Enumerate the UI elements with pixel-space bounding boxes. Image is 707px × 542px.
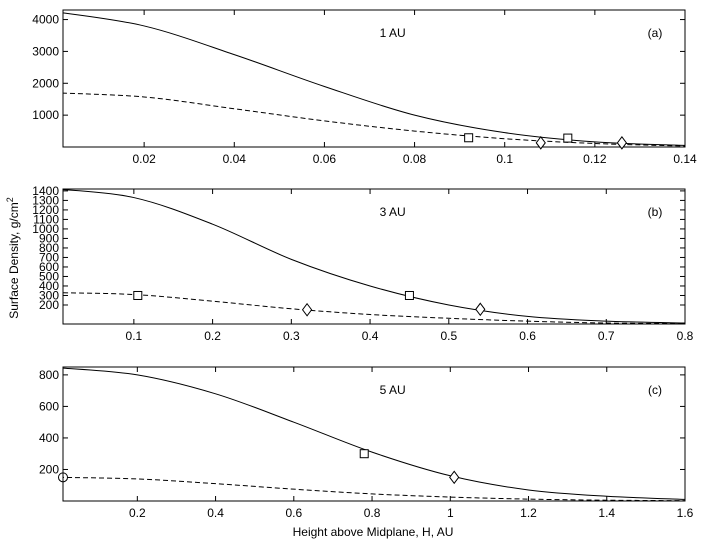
chart-panel-0: 0.02 0.04 0.06 0.08 0.1 0.12 0.14 1000 2000 3000 4…: [32, 9, 697, 166]
y-tick-label: 1000: [32, 108, 59, 122]
axes-frame: [62, 188, 686, 325]
x-tick-label: 0.2: [129, 506, 146, 520]
y-tick-label: 800: [39, 368, 59, 382]
solid-series-line: [63, 367, 685, 500]
x-tick-label: 0.08: [403, 152, 427, 166]
x-tick-label: 0.4: [207, 506, 224, 520]
square-marker: [404, 290, 414, 300]
panel-title: 3 AU: [380, 205, 406, 219]
x-tick-label: 1.4: [598, 506, 615, 520]
y-axis-title-text: Surface Density, g/cm: [7, 202, 21, 318]
x-tick-label: 0.12: [583, 152, 607, 166]
x-tick-label: 0.8: [677, 329, 694, 343]
x-tick-label: 0.14: [673, 152, 697, 166]
y-tick-label: 1200: [32, 203, 59, 217]
diamond-marker: [475, 302, 486, 317]
axes-frame: [62, 366, 686, 502]
y-tick-label: 1300: [32, 193, 59, 207]
y-tick-label: 900: [39, 231, 59, 245]
y-tick-label: 600: [39, 399, 59, 413]
solid-series-line: [63, 12, 685, 146]
diamond-marker: [449, 470, 460, 485]
diamond-marker: [535, 136, 546, 150]
x-tick-label: 0.4: [362, 329, 379, 343]
panel-tag: (b): [648, 205, 663, 219]
y-tick-label: 400: [39, 431, 59, 445]
x-axis-title: Height above Midplane, H, AU: [293, 525, 454, 539]
x-tick-label: 1.6: [677, 506, 694, 520]
y-tick-label: 400: [39, 279, 59, 293]
square-marker: [563, 133, 573, 143]
x-tick-label: 0.5: [440, 329, 457, 343]
panel-title: 1 AU: [380, 26, 406, 40]
x-tick-label: 0.3: [283, 329, 300, 343]
y-axis-title: Surface Density, g/cm2: [5, 197, 21, 319]
x-tick-label: 0.6: [519, 329, 536, 343]
y-tick-label: 4000: [32, 13, 59, 27]
y-axis-title-superscript: 2: [5, 197, 15, 202]
x-tick-label: 0.1: [496, 152, 513, 166]
x-tick-label: 1: [447, 506, 454, 520]
x-tick-label: 0.02: [132, 152, 156, 166]
dashed-series-line: [63, 476, 685, 501]
y-tick-label: 2000: [32, 76, 59, 90]
x-tick-label: 0.06: [313, 152, 337, 166]
y-tick-label: 500: [39, 269, 59, 283]
y-tick-label: 1000: [32, 222, 59, 236]
y-tick-label: 800: [39, 241, 59, 255]
chart-panel-2: 0.2 0.4 0.6 0.8 1 1.2 1.4 1.6 200 400 600 800 5 AU (c…: [39, 366, 694, 520]
y-tick-label: 600: [39, 260, 59, 274]
y-tick-label: 200: [39, 298, 59, 312]
x-tick-label: 0.8: [364, 506, 381, 520]
y-tick-label: 700: [39, 250, 59, 264]
x-tick-label: 0.7: [598, 329, 615, 343]
x-tick-label: 0.6: [285, 506, 302, 520]
diamond-marker: [616, 136, 628, 150]
chart-panel-1: 0.1 0.2 0.3 0.4 0.5 0.6 0.7 0.8 2003004005006007…: [32, 184, 693, 343]
y-tick-label: 200: [39, 462, 59, 476]
y-tick-label: 1400: [32, 184, 59, 198]
y-tick-label: 1100: [33, 212, 59, 226]
circle-marker: [58, 472, 68, 483]
square-marker: [359, 449, 369, 459]
y-tick-label: 3000: [32, 44, 59, 58]
panels: 0.02 0.04 0.06 0.08 0.1 0.12 0.14 1000 2000 3000 4…: [32, 9, 697, 520]
diamond-marker: [301, 302, 313, 317]
x-tick-label: 1.2: [520, 506, 537, 520]
axes-frame: [62, 9, 686, 148]
panel-title: 5 AU: [380, 383, 406, 397]
dashed-series-line: [63, 92, 685, 147]
panel-tag: (a): [648, 26, 663, 40]
y-tick-label: 300: [39, 288, 59, 302]
square-marker: [464, 133, 474, 143]
dashed-series-line: [63, 292, 685, 324]
x-tick-label: 0.04: [223, 152, 247, 166]
x-tick-label: 0.2: [204, 329, 221, 343]
square-marker: [133, 290, 143, 300]
x-tick-label: 0.1: [126, 329, 143, 343]
solid-series-line: [63, 189, 685, 324]
panel-tag: (c): [648, 383, 662, 397]
